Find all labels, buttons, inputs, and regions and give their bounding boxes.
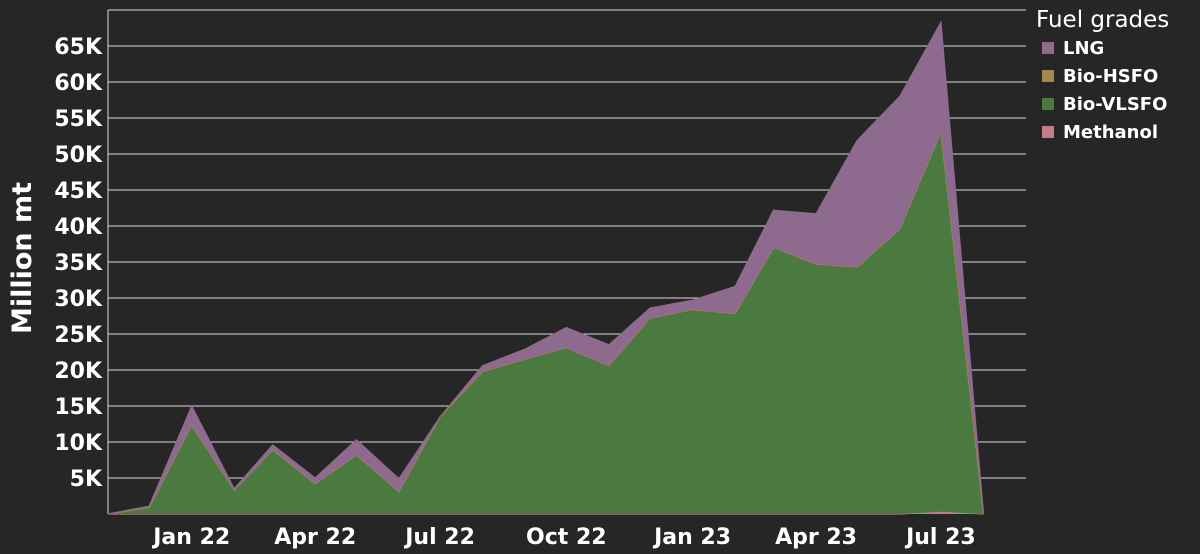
y-tick-label: 5K [70,467,103,492]
x-tick-label: Jul 22 [403,525,475,550]
x-tick-label: Oct 22 [526,525,607,550]
legend-swatch [1042,126,1054,138]
y-tick-label: 40K [54,215,103,240]
legend-label: Bio-HSFO [1063,66,1158,87]
y-tick-label: 45K [54,179,103,204]
legend-title: Fuel grades [1036,7,1169,33]
y-tick-label: 25K [54,323,103,348]
y-tick-label: 15K [54,395,103,420]
x-tick-label: Apr 22 [274,525,356,550]
y-tick-label: 60K [54,71,103,96]
x-tick-label: Jan 23 [652,525,731,550]
y-tick-label: 35K [54,251,103,276]
y-tick-label: 30K [54,287,103,312]
x-tick-label: Jul 23 [904,525,976,550]
x-tick-label: Apr 23 [775,525,857,550]
x-tick-label: Jan 22 [151,525,230,550]
y-tick-label: 50K [54,143,103,168]
line-lng [107,20,985,515]
y-tick-label: 65K [54,35,103,60]
legend-swatch [1042,98,1054,110]
y-axis-label: Million mt [7,182,38,334]
x-axis: Jan 22 Apr 22 Jul 22 Oct 22 Jan 23 Apr 23 Jul … [151,525,976,550]
y-tick-label: 10K [54,431,103,456]
legend-label: Methanol [1063,122,1158,143]
y-tick-label: 20K [54,359,103,384]
area-bio-vlsfo [108,132,984,514]
legend: Fuel grades LNG Bio-HSFO Bio-VLSFO Methanol [1036,7,1169,143]
y-tick-label: 55K [54,107,103,132]
legend-label: LNG [1063,38,1104,59]
legend-swatch [1042,42,1054,54]
stacked-areas [107,20,985,515]
y-axis: 5K 10K 15K 20K 25K 30K 35K 40K 45K 50K 55K 60K 65K [54,35,103,492]
legend-label: Bio-VLSFO [1063,94,1167,115]
legend-swatch [1042,70,1054,82]
